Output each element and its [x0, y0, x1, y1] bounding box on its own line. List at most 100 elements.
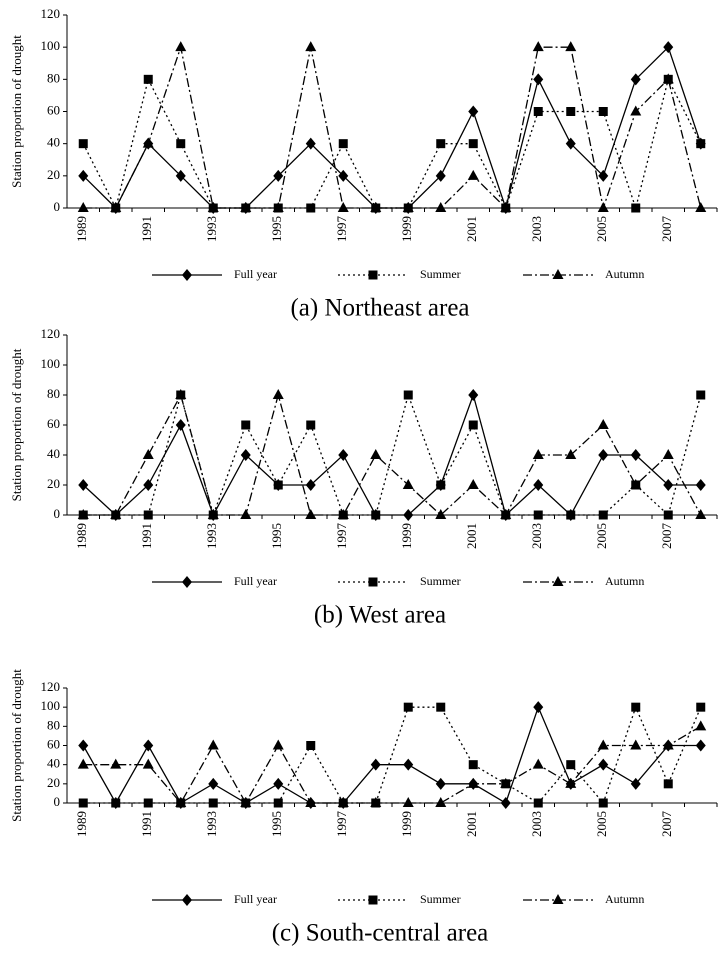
- marker-triangle: [552, 269, 564, 279]
- marker-triangle: [305, 41, 317, 52]
- x-tick-label: 2005: [594, 811, 609, 837]
- marker-triangle: [110, 202, 122, 212]
- marker-triangle: [207, 202, 219, 212]
- x-tick-label: 1989: [74, 216, 89, 242]
- y-tick-label: 100: [41, 698, 61, 713]
- marker-square: [403, 702, 413, 712]
- marker-triangle: [402, 202, 414, 212]
- y-tick-label: 60: [47, 102, 60, 117]
- marker-square: [468, 760, 478, 770]
- marker-triangle: [695, 720, 707, 731]
- y-tick-label: 120: [41, 6, 61, 21]
- marker-diamond: [435, 777, 446, 790]
- marker-diamond: [305, 137, 316, 150]
- marker-triangle: [175, 389, 187, 399]
- marker-triangle: [435, 797, 447, 807]
- marker-square: [306, 420, 316, 430]
- marker-triangle: [272, 389, 284, 399]
- marker-diamond: [182, 576, 192, 588]
- marker-triangle: [240, 509, 252, 519]
- marker-diamond: [598, 758, 609, 771]
- y-tick-label: 80: [47, 386, 60, 401]
- y-tick-label: 40: [47, 446, 60, 461]
- marker-square: [631, 702, 641, 712]
- marker-diamond: [370, 758, 381, 771]
- y-tick-label: 60: [47, 736, 60, 751]
- marker-square: [631, 203, 641, 213]
- marker-triangle: [630, 739, 642, 750]
- marker-triangle: [532, 449, 544, 459]
- y-axis-label: Station proportion of drought: [9, 669, 24, 822]
- marker-diamond: [403, 509, 414, 521]
- marker-triangle: [370, 202, 382, 212]
- marker-triangle: [272, 202, 284, 212]
- x-tick-label: 1993: [204, 216, 219, 242]
- marker-diamond: [182, 894, 192, 906]
- marker-triangle: [597, 739, 609, 750]
- marker-square: [143, 798, 153, 808]
- marker-diamond: [338, 169, 349, 182]
- marker-triangle: [240, 202, 252, 212]
- marker-square: [436, 139, 446, 149]
- x-tick-label: 1991: [139, 216, 154, 242]
- x-tick-label: 2007: [659, 523, 674, 550]
- x-tick-label: 2001: [464, 811, 479, 837]
- y-tick-label: 20: [47, 775, 60, 790]
- x-tick-label: 1993: [204, 523, 219, 549]
- marker-triangle: [467, 479, 479, 489]
- marker-diamond: [435, 169, 446, 182]
- series-line: [82, 705, 701, 805]
- marker-triangle: [435, 202, 447, 212]
- marker-square: [598, 798, 608, 808]
- marker-square: [338, 139, 348, 149]
- marker-diamond: [305, 479, 316, 491]
- marker-square: [111, 798, 121, 808]
- x-tick-label: 1995: [269, 523, 284, 549]
- marker-square: [436, 480, 446, 490]
- legend-label: Autumn: [605, 267, 644, 281]
- marker-square: [598, 107, 608, 116]
- legend-label: Summer: [420, 892, 461, 906]
- x-tick-label: 1995: [269, 811, 284, 837]
- y-tick-label: 20: [47, 476, 60, 491]
- chart-title: (c) South-central area: [272, 920, 489, 947]
- series-line: [82, 45, 702, 211]
- marker-square: [273, 480, 283, 490]
- marker-triangle: [597, 419, 609, 429]
- marker-diamond: [143, 739, 154, 752]
- legend-label: Full year: [234, 267, 277, 281]
- marker-square: [566, 510, 576, 520]
- marker-triangle: [207, 739, 219, 750]
- marker-square: [533, 798, 543, 808]
- x-tick-label: 2001: [464, 523, 479, 549]
- marker-diamond: [175, 169, 186, 182]
- marker-triangle: [77, 202, 89, 212]
- x-tick-label: 1997: [334, 523, 349, 550]
- marker-square: [598, 510, 608, 520]
- marker-triangle: [662, 739, 674, 750]
- marker-triangle: [175, 41, 187, 52]
- marker-diamond: [240, 449, 251, 461]
- marker-triangle: [142, 137, 154, 148]
- marker-triangle: [142, 449, 154, 459]
- marker-square: [306, 203, 316, 213]
- x-tick-label: 1997: [334, 216, 349, 243]
- marker-triangle: [552, 894, 564, 904]
- x-tick-label: 2007: [659, 811, 674, 838]
- marker-triangle: [467, 777, 479, 788]
- y-axis-label: Station proportion of drought: [9, 35, 24, 188]
- marker-triangle: [142, 758, 154, 769]
- marker-triangle: [370, 797, 382, 807]
- series-line: [83, 44, 702, 211]
- y-tick-label: 100: [41, 38, 61, 53]
- marker-diamond: [468, 105, 479, 118]
- series-line: [82, 392, 701, 517]
- x-tick-label: 1991: [139, 523, 154, 549]
- y-tick-label: 60: [47, 416, 60, 431]
- x-tick-label: 1995: [269, 216, 284, 242]
- x-tick-label: 1989: [74, 523, 89, 549]
- x-tick-label: 1993: [204, 811, 219, 837]
- marker-diamond: [630, 73, 641, 86]
- marker-square: [143, 510, 153, 520]
